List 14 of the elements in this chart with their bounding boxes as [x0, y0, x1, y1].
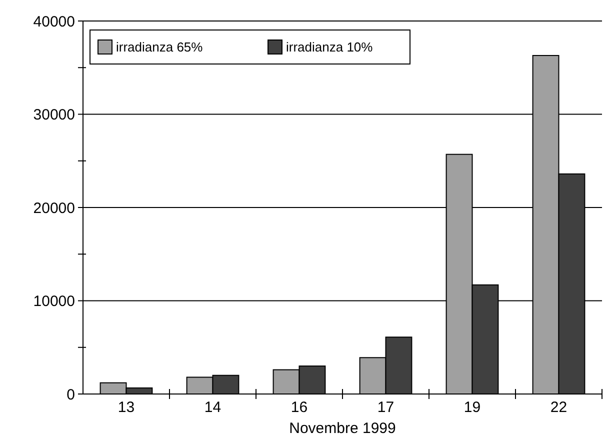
- x-tick-label: 13: [118, 399, 135, 416]
- x-axis-title: Novembre 1999: [289, 420, 396, 437]
- x-tick-label: 16: [290, 399, 308, 416]
- x-tick-label: 17: [377, 399, 394, 416]
- legend-label: irradianza 65%: [116, 40, 204, 55]
- y-tick-label: 0: [66, 386, 75, 404]
- x-tick-label: 14: [204, 399, 222, 416]
- legend-label: irradianza 10%: [286, 40, 374, 55]
- y-tick-label: 10000: [33, 293, 75, 310]
- y-tick-label: 30000: [33, 106, 75, 124]
- y-tick-label: 40000: [33, 13, 75, 30]
- x-tick-label: 19: [464, 399, 481, 416]
- x-tick-label: 22: [550, 399, 568, 416]
- y-tick-label: 20000: [33, 200, 75, 217]
